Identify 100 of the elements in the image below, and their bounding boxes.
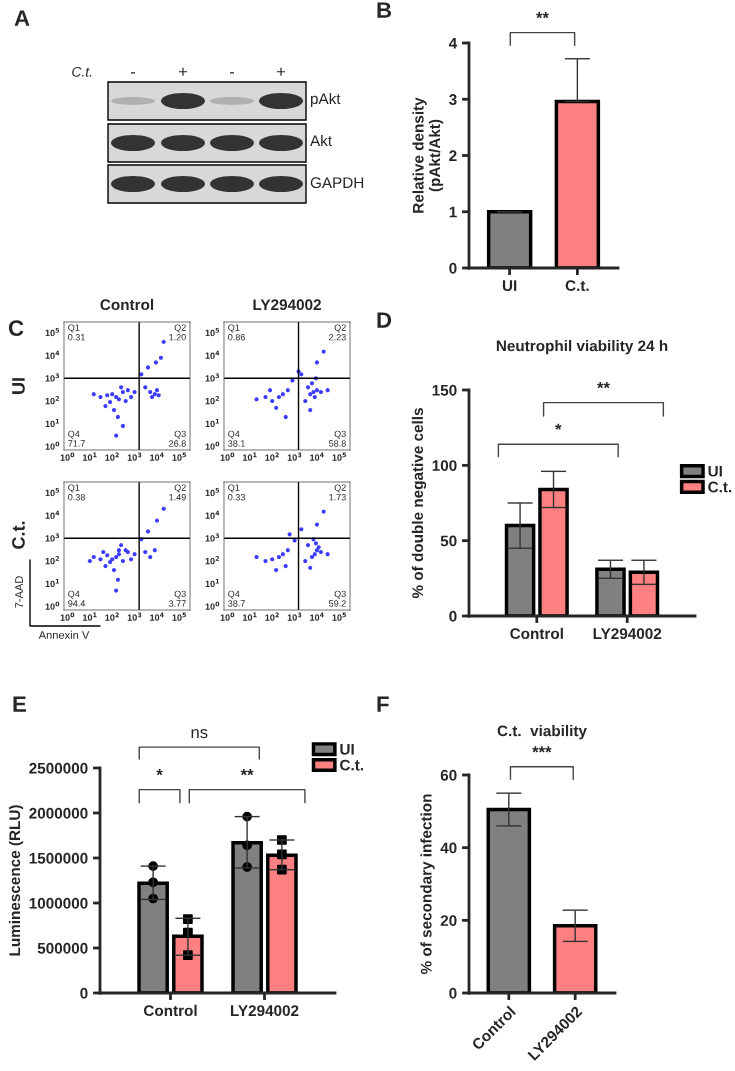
annotation: Q2 — [334, 324, 346, 333]
text: + — [276, 67, 286, 76]
y-tick-label: 60 — [440, 769, 457, 781]
x-tick-label: 10$^{3}$ — [287, 452, 302, 461]
text: ** — [597, 382, 610, 389]
annotation: Q1 — [68, 324, 80, 333]
annotation: Q2 — [174, 484, 186, 493]
y-axis-title: Relative density (pAkt/Akt) — [412, 97, 444, 213]
chart-title: Neutrophil viability 24 h — [496, 340, 668, 355]
text: *** — [532, 746, 552, 753]
annotation: Q4 — [228, 430, 240, 439]
annotation: Q3 — [334, 430, 346, 439]
annotation: Q4 — [68, 590, 80, 599]
text: E — [13, 696, 26, 712]
x-tick-label: 10$^{4}$ — [310, 612, 324, 621]
y-tick-label: 10$^{3}$ — [45, 373, 60, 382]
x-tick-label: 10$^{4}$ — [150, 452, 164, 461]
y-tick-label: 10$^{2}$ — [45, 556, 59, 565]
annotation: Q3 — [174, 430, 186, 439]
y-tick-label: 150 — [432, 384, 457, 396]
y-axis-title: % of double negative cells — [411, 408, 427, 599]
annotation: 1.20 — [169, 334, 186, 341]
annotation: 2.23 — [329, 334, 346, 341]
annotation: 38.1 — [228, 440, 245, 447]
text: C — [8, 320, 24, 336]
y-tick-label: 40 — [440, 842, 457, 854]
x-tick-label: 10$^{5}$ — [172, 452, 187, 461]
annotation: Q3 — [174, 590, 186, 599]
y-tick-label: 10$^{0}$ — [45, 441, 60, 450]
text: UI — [12, 378, 25, 394]
y-tick-label: 0 — [449, 987, 457, 999]
text: B — [377, 2, 392, 18]
annotation: 38.7 — [228, 600, 245, 607]
y-tick-label: 4 — [448, 38, 458, 49]
y-tick-label: 2500000 — [29, 762, 88, 774]
annotation: Q2 — [174, 324, 186, 333]
y-tick-label: 500000 — [37, 942, 88, 954]
x-tick-label: 10$^{1}$ — [243, 452, 257, 461]
annotation: ** — [240, 769, 254, 776]
y-tick-label: 10$^{5}$ — [45, 487, 60, 497]
x-tick-label: LY294002 — [230, 1005, 299, 1017]
y-tick-label: 10$^{1}$ — [45, 578, 60, 588]
y-tick-label: 0 — [449, 610, 457, 622]
text: A — [14, 10, 30, 26]
x-tick-label: 10$^{0}$ — [60, 612, 75, 621]
y-tick-label: 20 — [440, 915, 457, 927]
y-axis-title: % of secondary infection — [420, 794, 435, 975]
annotation: Q4 — [68, 430, 80, 439]
y-tick-label: 10$^{2}$ — [45, 396, 59, 405]
x-tick-label: 10$^{4}$ — [310, 452, 324, 461]
y-tick-label: 10$^{5}$ — [205, 487, 220, 497]
text: Annexin V — [38, 630, 90, 639]
x-tick-label: 10$^{0}$ — [220, 612, 235, 621]
y-tick-label: 10$^{4}$ — [45, 510, 60, 519]
y-tick-label: 2 — [449, 150, 457, 162]
x-tick-label: 10$^{1}$ — [83, 612, 97, 621]
y-tick-label: 0 — [449, 262, 457, 274]
y-tick-label: 10$^{4}$ — [205, 350, 220, 359]
annotation: 58.8 — [329, 440, 346, 447]
x-tick-label: 10$^{1}$ — [243, 612, 257, 621]
text: ** — [536, 12, 549, 19]
y-tick-label: 50 — [440, 535, 457, 547]
text: C.t. — [72, 66, 92, 77]
annotation: * — [555, 423, 562, 430]
y-tick-label: 10$^{5}$ — [45, 327, 60, 337]
y-tick-label: 10$^{0}$ — [45, 601, 60, 610]
y-tick-label: 10$^{3}$ — [45, 533, 60, 542]
y-tick-label: 10$^{4}$ — [45, 350, 60, 359]
text: F — [377, 696, 389, 712]
annotation: 0.38 — [68, 494, 85, 501]
y-tick-label: 10$^{1}$ — [45, 418, 60, 428]
legend-label: C.t. — [708, 481, 732, 493]
text: D — [377, 312, 392, 328]
y-tick-label: 10$^{2}$ — [205, 556, 219, 565]
y-tick-label: 0 — [80, 987, 88, 999]
text: + — [178, 67, 188, 76]
annotation: Q1 — [68, 484, 80, 493]
y-tick-label: 10$^{1}$ — [205, 418, 220, 428]
y-tick-label: 1000000 — [29, 897, 88, 909]
annotation: Q1 — [228, 324, 240, 333]
x-tick-label: 10$^{2}$ — [105, 452, 119, 461]
x-tick-label: 10$^{2}$ — [265, 452, 279, 461]
x-tick-label: 10$^{5}$ — [332, 612, 347, 621]
y-tick-label: 10$^{5}$ — [205, 327, 220, 337]
x-tick-label: Control — [143, 1004, 197, 1017]
y-tick-label: 3 — [449, 94, 457, 105]
y-tick-label: 1500000 — [29, 852, 88, 864]
text: Control — [100, 298, 154, 311]
annotation: 59.2 — [329, 600, 346, 607]
y-tick-label: 10$^{4}$ — [205, 510, 220, 519]
text: Akt — [310, 134, 332, 147]
annotation: 26.8 — [169, 440, 186, 447]
y-tick-label: 10$^{2}$ — [205, 396, 219, 405]
text: pAkt — [310, 92, 341, 108]
annotation: * — [156, 769, 163, 776]
annotation: 1.73 — [329, 494, 346, 501]
annotation: 94.4 — [68, 600, 86, 607]
legend-label: UI — [340, 744, 354, 755]
y-tick-label: 1 — [449, 206, 457, 218]
annotation: Q4 — [228, 590, 240, 599]
